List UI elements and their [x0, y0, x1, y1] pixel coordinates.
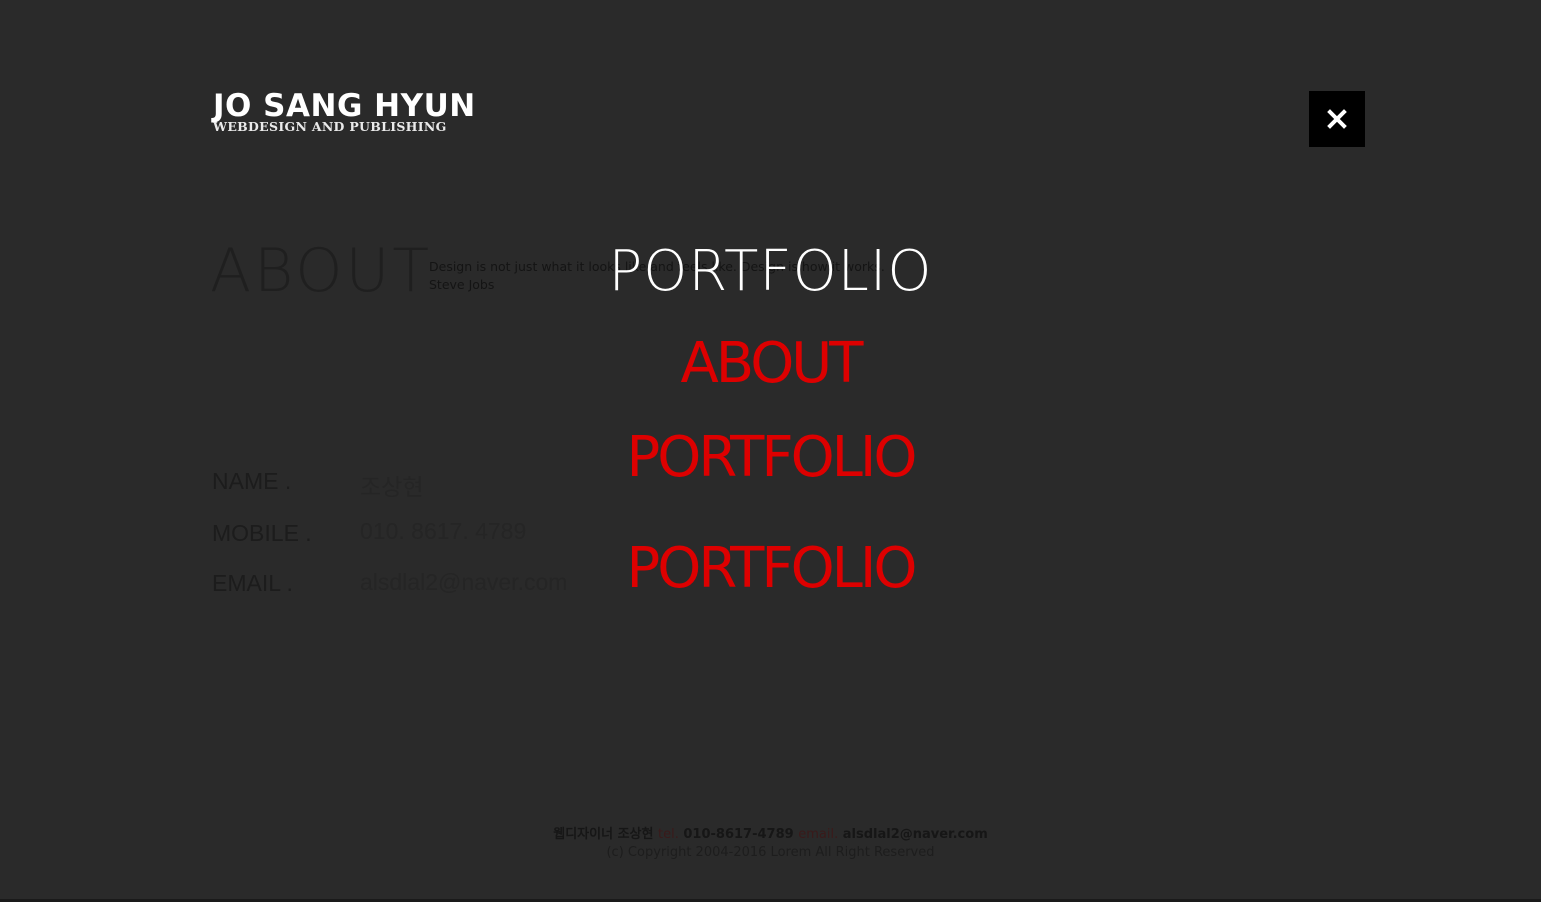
about-quote: Design is not just what it looks like an… [429, 258, 899, 294]
quote-text: Design is not just what it looks like an… [429, 259, 885, 274]
footer-tel-label: tel. [658, 827, 679, 842]
footer-copyright: (c) Copyright 2004-2016 Lorem All Right … [606, 845, 935, 860]
logo-name: JO SANG HYUN [213, 88, 476, 124]
footer-designer: 웹디자이너 조상현 [553, 827, 654, 842]
menu-item-portfolio[interactable]: PORTFOLIO [608, 239, 933, 304]
site-logo[interactable]: JO SANG HYUN WEBDESIGN AND PUBLISHING [213, 88, 476, 133]
menu-item-portfolio-3[interactable]: PORTFOLIO [626, 536, 918, 601]
footer-contact: 웹디자이너 조상현 tel. 010-8617-4789 email. alsd… [0, 826, 1541, 844]
about-heading: ABOUT [210, 236, 433, 306]
footer-tel: 010-8617-4789 [683, 827, 794, 842]
name-value: 조상현 [360, 474, 424, 500]
footer-email: alsdlal2@naver.com [842, 827, 988, 842]
email-value: alsdlal2@naver.com [360, 569, 568, 595]
logo-subtitle: WEBDESIGN AND PUBLISHING [213, 119, 447, 134]
about-section [0, 170, 1541, 322]
close-icon [1327, 109, 1347, 129]
bottom-border [0, 899, 1541, 902]
close-button[interactable] [1309, 91, 1365, 147]
mobile-value: 010. 8617. 4789 [360, 518, 527, 544]
mobile-label: MOBILE . [212, 520, 312, 546]
menu-item-portfolio-2[interactable]: PORTFOLIO [626, 425, 918, 490]
footer-email-label: email. [798, 827, 839, 842]
quote-author: Steve Jobs [429, 277, 495, 292]
name-label: NAME . [212, 468, 292, 494]
footer: 웹디자이너 조상현 tel. 010-8617-4789 email. alsd… [0, 826, 1541, 862]
menu-item-about[interactable]: ABOUT [680, 331, 863, 396]
email-label: EMAIL . [212, 570, 293, 596]
